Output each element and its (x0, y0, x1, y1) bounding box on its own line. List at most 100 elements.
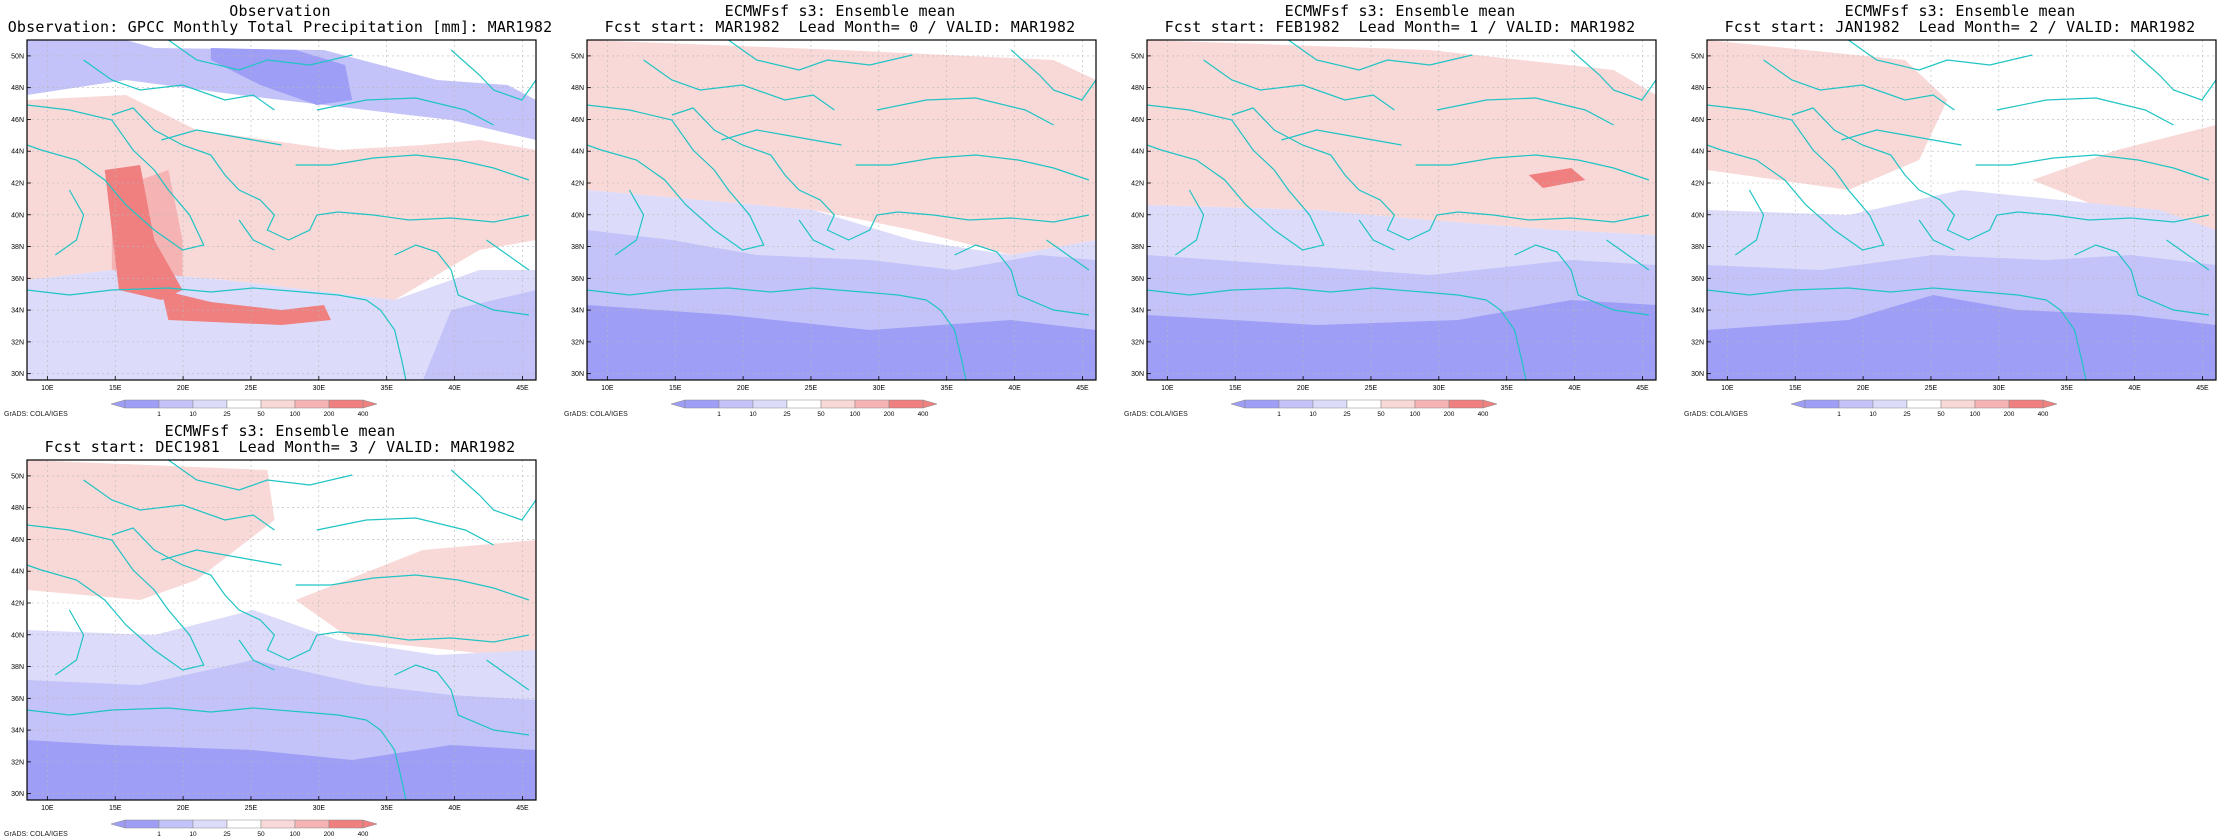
coastline (1175, 190, 1203, 255)
precip-shade-pos1 (1707, 40, 1948, 190)
coastline (615, 190, 643, 255)
credit-text: GrADS: COLA/IGES (4, 831, 68, 838)
coastline (1047, 240, 1089, 270)
lat-label: 44N (11, 569, 24, 576)
precip-map: 30N 32N 34N 36N 38N 40N 42N 44N 46N 48N 50N 10E 15E 2… (11, 459, 560, 838)
coastline (1232, 108, 1458, 240)
lat-label: 34N (571, 308, 584, 315)
legend-arrow-left (110, 399, 126, 409)
legend-swatch (124, 399, 160, 409)
lon-label: 25E (1925, 385, 1938, 392)
lon-label: 30E (1433, 385, 1446, 392)
coastline (27, 525, 204, 670)
coastline (1011, 50, 1096, 100)
color-legend: 1 10 25 50 100 200 400 (1790, 399, 2058, 418)
lon-label: 15E (109, 385, 122, 392)
lon-label: 40E (448, 805, 461, 812)
lat-label: 40N (11, 212, 24, 219)
coastline (1416, 155, 1649, 180)
lat-label: 46N (571, 117, 584, 124)
legend-label: 400 (2038, 411, 2049, 418)
lat-label: 48N (571, 85, 584, 92)
lat-label: 50N (571, 53, 584, 60)
lat-label: 34N (11, 728, 24, 735)
precip-map: 30N 32N 34N 36N 38N 40N 42N 44N 46N 48N 50N 10E 15E 2… (1691, 39, 2240, 418)
lon-label: 40E (2128, 385, 2141, 392)
legend-label: 50 (1377, 411, 1385, 418)
coastlines (1147, 40, 1656, 380)
legend-arrow-right (1482, 399, 1498, 409)
lat-label: 34N (1691, 308, 1704, 315)
lat-label: 46N (1691, 117, 1704, 124)
graticule (27, 40, 536, 380)
lat-label: 32N (571, 339, 584, 346)
legend-label: 400 (918, 411, 929, 418)
lon-label: 30E (873, 385, 886, 392)
lat-label: 30N (571, 371, 584, 378)
credit-text: GrADS: COLA/IGES (1124, 411, 1188, 418)
coastlines (27, 40, 536, 380)
coastline (296, 155, 529, 180)
lat-label: 48N (11, 505, 24, 512)
legend-swatch (1940, 399, 1976, 409)
legend-label: 200 (1444, 411, 1455, 418)
coastline (27, 708, 366, 720)
legend-swatch (226, 399, 262, 409)
map-panel-lead0: ECMWFsf s3: Ensemble mean Fcst start: MA… (560, 0, 1120, 420)
shading-layer (27, 460, 536, 800)
legend-swatch (260, 399, 296, 409)
legend-swatch (1414, 399, 1450, 409)
legend-label: 400 (1478, 411, 1489, 418)
lon-label: 35E (380, 805, 393, 812)
color-legend: 1 10 25 50 100 200 400 (1230, 399, 1498, 418)
lat-label: 38N (11, 664, 24, 671)
legend-swatch (718, 399, 754, 409)
coastline (2131, 50, 2216, 100)
coastline (84, 480, 275, 530)
coastline (1919, 220, 1954, 250)
legend-swatch (226, 819, 262, 829)
legend-swatch (854, 399, 890, 409)
lat-label: 44N (11, 149, 24, 156)
credit-text: GrADS: COLA/IGES (4, 411, 68, 418)
coastline (1147, 288, 1486, 300)
coastline (1764, 60, 1955, 110)
lat-label: 36N (11, 696, 24, 703)
legend-label: 50 (257, 411, 265, 418)
shading-layer (27, 40, 536, 380)
legend-label: 400 (358, 831, 369, 838)
coastline (487, 660, 529, 690)
lon-label: 45E (516, 805, 529, 812)
coastline (168, 460, 352, 490)
legend-label: 25 (783, 411, 791, 418)
map-frame (26, 459, 537, 801)
coastline (366, 720, 406, 800)
legend-label: 1 (1837, 411, 1841, 418)
lat-label: 38N (1691, 244, 1704, 251)
coastline (84, 60, 275, 110)
coastline (721, 130, 841, 145)
legend-label: 100 (1970, 411, 1981, 418)
legend-swatch (124, 819, 160, 829)
legend-swatch (1804, 399, 1840, 409)
precip-shade-pos1 (27, 460, 275, 600)
legend-label: 1 (157, 831, 161, 838)
graticule (587, 40, 1096, 380)
precip-shade-pos1 (295, 540, 536, 660)
legend-label: 100 (290, 411, 301, 418)
legend-label: 10 (1869, 411, 1877, 418)
map-frame (586, 39, 1097, 381)
precip-shade-neg3 (210, 48, 353, 105)
lon-label: 45E (516, 385, 529, 392)
legend-swatch (158, 399, 194, 409)
legend-label: 50 (1937, 411, 1945, 418)
map-panel-observation: Observation Observation: GPCC Monthly To… (0, 0, 560, 420)
lon-label: 20E (1857, 385, 1870, 392)
coastline (296, 575, 529, 600)
legend-label: 25 (223, 411, 231, 418)
coastline (1976, 155, 2209, 180)
precip-shade-pos1 (27, 95, 536, 300)
coastline (955, 245, 1089, 315)
legend-arrow-right (922, 399, 938, 409)
lon-label: 25E (805, 385, 818, 392)
